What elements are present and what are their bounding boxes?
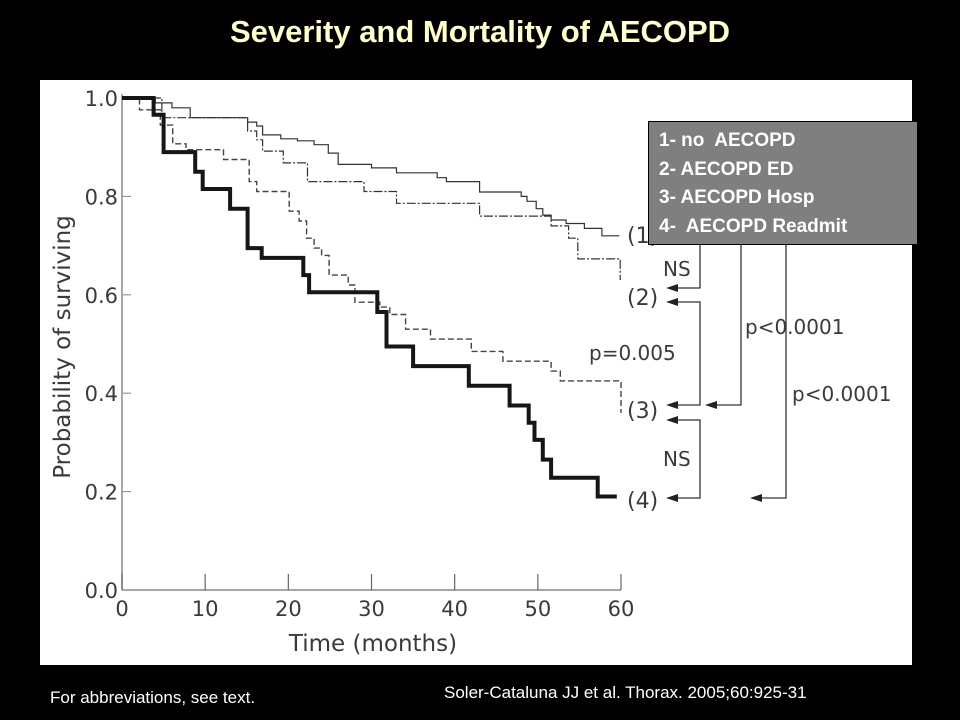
bracket-3-4	[672, 419, 701, 499]
y-tick-label: 0.4	[85, 382, 118, 406]
comparison-label-1-3: p<0.0001	[745, 315, 844, 339]
y-tick-label: 0.6	[85, 284, 118, 308]
arrow-icon	[666, 416, 678, 424]
x-tick-label: 30	[358, 597, 385, 621]
arrow-icon	[666, 298, 678, 306]
y-axis-title: Probability of surviving	[50, 215, 76, 479]
bracket-1-2	[672, 245, 701, 289]
comparison-label-1-2: NS	[663, 257, 691, 281]
comparison-label-2-3: p=0.005	[589, 341, 676, 365]
x-tick-label: 40	[441, 597, 468, 621]
x-axis-title: Time (months)	[288, 631, 457, 657]
legend-item-4: 4- AECOPD Readmit	[659, 215, 848, 237]
x-tick-label: 10	[192, 597, 219, 621]
series-label-2: (2)	[627, 286, 658, 311]
survival-curve-2	[122, 97, 621, 280]
arrowheads	[666, 284, 762, 502]
bracket-2-3	[672, 301, 701, 406]
comparison-brackets	[672, 245, 787, 499]
arrow-icon	[705, 401, 717, 409]
slide-title: Severity and Mortality of AECOPD	[229, 14, 731, 49]
comparison-label-1-4: p<0.0001	[792, 382, 891, 406]
citation: Soler-Cataluna JJ et al. Thorax. 2005;60…	[444, 683, 807, 702]
series-label-3: (3)	[627, 399, 658, 424]
series-label-4: (4)	[627, 489, 658, 514]
bracket-1-3	[711, 245, 742, 406]
arrow-icon	[750, 494, 762, 502]
legend-box: 1- no AECOPD 2- AECOPD ED 3- AECOPD Hosp…	[648, 121, 918, 245]
bracket-1-4	[756, 245, 787, 499]
survival-curve-4	[122, 96, 617, 499]
arrow-icon	[666, 494, 678, 502]
y-tick-label: 1.0	[85, 87, 118, 111]
legend-item-2: 2- AECOPD ED	[659, 158, 794, 180]
x-tick-label: 60	[608, 597, 635, 621]
y-tick-label: 0.2	[85, 481, 118, 505]
arrow-icon	[666, 284, 678, 292]
arrow-icon	[666, 401, 678, 409]
x-tick-label: 20	[275, 597, 302, 621]
x-tick-label: 0	[115, 597, 128, 621]
comparison-label-3-4: NS	[663, 447, 691, 471]
y-tick-label: 0.8	[85, 185, 118, 209]
legend-item-1: 1- no AECOPD	[659, 130, 796, 151]
footnote: For abbreviations, see text.	[50, 688, 256, 707]
y-tick-label: 0.0	[85, 579, 118, 603]
survival-curve-1	[122, 97, 620, 237]
x-tick-label: 50	[524, 597, 551, 621]
legend-item-3: 3- AECOPD Hosp	[659, 187, 815, 208]
